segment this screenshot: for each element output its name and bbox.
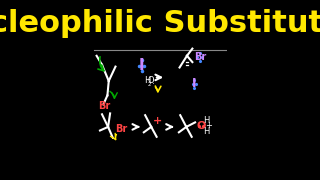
Text: H: H: [203, 127, 210, 136]
Text: I: I: [139, 58, 145, 73]
Text: 2: 2: [148, 82, 151, 87]
Text: :: :: [152, 77, 155, 86]
Text: O: O: [148, 76, 155, 85]
Text: Br: Br: [194, 52, 206, 62]
Text: H: H: [144, 76, 150, 85]
Text: O: O: [196, 121, 206, 131]
Text: H: H: [203, 116, 209, 125]
Text: +: +: [152, 116, 162, 127]
Text: Nucleophilic Substitution: Nucleophilic Substitution: [0, 9, 320, 38]
Text: Br: Br: [116, 124, 128, 134]
Text: Br: Br: [99, 101, 111, 111]
Text: I: I: [192, 77, 197, 90]
Text: +: +: [205, 122, 212, 130]
